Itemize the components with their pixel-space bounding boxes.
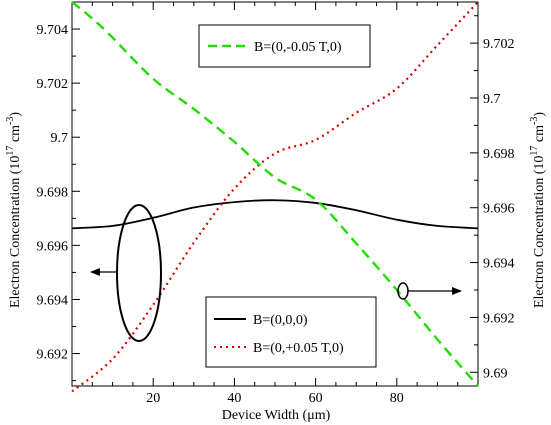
left-y-axis-title: Electron Concentration (1017 cm-3) [5, 112, 23, 308]
right-y-tick-label: 9.696 [483, 202, 515, 217]
annotation-right [397, 282, 462, 300]
left-y-tick-label: 9.704 [37, 23, 69, 38]
x-axis-title: Device Width (μm) [222, 408, 331, 423]
legend-bottom-label-2: B=(0,+0.05 T,0) [253, 341, 344, 356]
annotation-left [90, 204, 162, 342]
annotation-right-ellipse [397, 282, 409, 300]
left-y-tick-label: 9.692 [37, 348, 69, 363]
legend-bottom: B=(0,0,0) B=(0,+0.05 T,0) [205, 296, 377, 368]
annotation-left-ellipse [116, 204, 162, 342]
series-line-0 [71, 199, 479, 230]
right-y-tick-label: 9.69 [483, 366, 508, 381]
legend-top: B=(0,-0.05 T,0) [198, 24, 371, 68]
x-tick-label: 20 [146, 391, 160, 406]
left-y-tick-label: 9.7 [51, 131, 69, 146]
right-y-tick-label: 9.694 [483, 257, 515, 272]
x-tick-label: 80 [390, 391, 404, 406]
x-axis-ticks: 20 40 60 80 [71, 2, 479, 406]
left-y-tick-label: 9.694 [37, 293, 69, 308]
left-y-tick-label: 9.698 [37, 185, 69, 200]
series-line-2 [71, 1, 479, 387]
right-y-axis-ticks: 9.69 9.692 9.694 9.696 9.698 9.7 9.702 [470, 15, 515, 381]
left-y-tick-label: 9.702 [37, 77, 69, 92]
x-tick-label: 40 [227, 391, 241, 406]
right-y-axis-title: Electron Concentration (1017 cm-3) [529, 112, 547, 308]
right-y-tick-label: 9.7 [483, 92, 501, 107]
series-line-1 [71, 1, 479, 393]
right-y-tick-label: 9.698 [483, 147, 515, 162]
left-y-axis-ticks: 9.692 9.694 9.696 9.698 9.7 9.702 9.704 [37, 23, 80, 382]
legend-bottom-label-1: B=(0,0,0) [253, 313, 308, 328]
right-y-tick-label: 9.692 [483, 311, 515, 326]
legend-bottom-box [205, 296, 377, 368]
series-layer [71, 1, 479, 393]
legend-top-label: B=(0,-0.05 T,0) [254, 40, 342, 55]
right-y-tick-label: 9.702 [483, 37, 515, 52]
left-y-tick-label: 9.696 [37, 239, 69, 254]
x-tick-label: 60 [309, 391, 323, 406]
